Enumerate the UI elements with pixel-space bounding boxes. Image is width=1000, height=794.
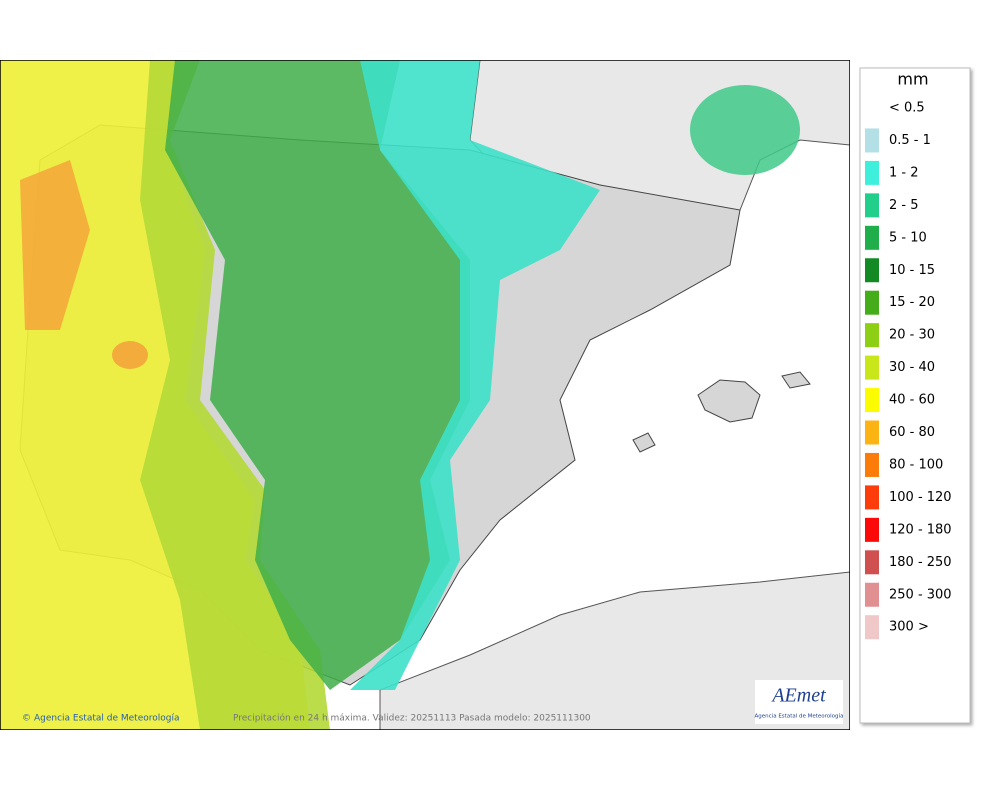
legend-label: 250 - 300 bbox=[889, 587, 952, 602]
legend-label: 5 - 10 bbox=[889, 230, 927, 245]
rain-orange-2 bbox=[112, 341, 148, 369]
legend-label: 1 - 2 bbox=[889, 165, 919, 180]
africa bbox=[379, 571, 850, 730]
logo: AEmet bbox=[770, 685, 826, 707]
legend-label: 60 - 80 bbox=[889, 425, 935, 440]
credit: Agencia Estatal de Meteorología bbox=[34, 714, 180, 724]
mallorca bbox=[697, 379, 761, 423]
legend-swatch bbox=[865, 550, 879, 575]
rain-teal bbox=[350, 60, 600, 690]
map: © Agencia Estatal de Meteorología Precip… bbox=[0, 60, 850, 730]
legend-swatch bbox=[865, 420, 879, 445]
rain-orange bbox=[20, 160, 90, 330]
legend-swatch bbox=[865, 517, 879, 542]
legend-label: 0.5 - 1 bbox=[889, 133, 931, 148]
legend-label: 80 - 100 bbox=[889, 457, 943, 472]
credit-icon: © bbox=[22, 714, 31, 724]
legend-swatch bbox=[865, 193, 879, 218]
legend-swatch bbox=[865, 160, 879, 185]
caption: Precipitación en 24 h máxima. Validez: 2… bbox=[233, 713, 591, 724]
logo-subtitle: Agencia Estatal de Meteorología bbox=[755, 713, 844, 720]
legend-label: 15 - 20 bbox=[889, 295, 935, 310]
legend-label: 100 - 120 bbox=[889, 490, 952, 505]
menorca bbox=[781, 371, 811, 389]
legend-label: 2 - 5 bbox=[889, 198, 919, 213]
ibiza bbox=[632, 432, 656, 453]
legend-label: 40 - 60 bbox=[889, 393, 935, 408]
legend-swatch bbox=[865, 615, 879, 640]
legend-swatch bbox=[865, 258, 879, 283]
legend-label: 120 - 180 bbox=[889, 522, 952, 537]
legend-swatch bbox=[865, 582, 879, 607]
legend-swatch bbox=[865, 355, 879, 380]
legend-swatch bbox=[865, 388, 879, 413]
rain-france bbox=[690, 85, 800, 175]
legend-swatch bbox=[865, 485, 879, 510]
logo-box bbox=[755, 680, 843, 724]
legend-label: 30 - 40 bbox=[889, 360, 935, 375]
legend-swatch bbox=[865, 128, 879, 153]
legend-swatch bbox=[865, 323, 879, 348]
legend-label: 300 > bbox=[889, 620, 929, 635]
legend-label: < 0.5 bbox=[889, 101, 925, 116]
legend-unit: mm bbox=[897, 70, 928, 89]
rain-yellowgreen bbox=[140, 60, 330, 730]
legend: < 0.5 0.5 - 1 1 - 2 2 - 5 5 - 10 10 - 15 15 - … bbox=[865, 101, 952, 640]
legend-swatch bbox=[865, 452, 879, 477]
legend-label: 10 - 15 bbox=[889, 263, 935, 278]
legend-label: 20 - 30 bbox=[889, 328, 935, 343]
legend-swatch bbox=[865, 290, 879, 315]
rain-green bbox=[165, 60, 470, 690]
legend-label: 180 - 250 bbox=[889, 555, 952, 570]
legend-swatch bbox=[865, 225, 879, 250]
